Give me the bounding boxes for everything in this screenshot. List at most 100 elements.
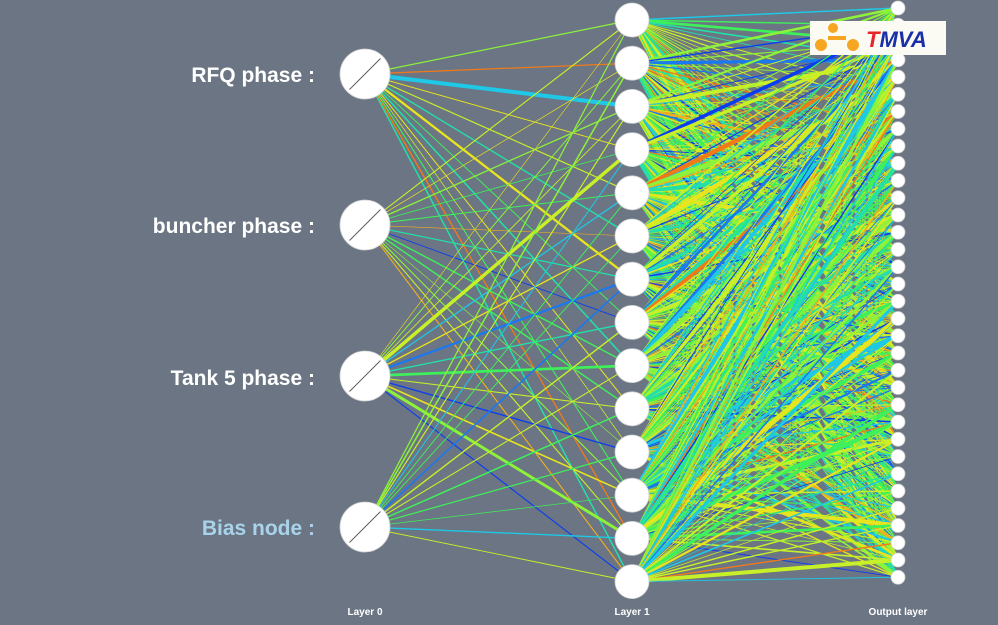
weight-edge-hidden-to-output xyxy=(631,283,899,583)
output-node xyxy=(890,535,906,551)
layer-label-output: Output layer xyxy=(869,607,928,618)
bias-node-label: Bias node : xyxy=(202,517,315,540)
weight-edge-hidden-to-output xyxy=(631,59,899,540)
output-node xyxy=(890,466,906,482)
weight-edge-hidden-to-output xyxy=(631,386,899,583)
output-node xyxy=(890,518,906,533)
weight-edge-input-to-hidden xyxy=(364,526,633,583)
weight-edge-hidden-to-output xyxy=(631,537,899,544)
input-label-buncher-phase: buncher phase : xyxy=(153,215,315,238)
weight-edge-input-to-hidden xyxy=(364,321,633,528)
weight-edge-hidden-to-output xyxy=(631,231,899,583)
svg-text:TMVA: TMVA xyxy=(866,27,927,52)
weight-edge-input-to-hidden xyxy=(364,408,633,528)
weight-edge-input-to-hidden xyxy=(364,278,633,528)
weight-edge-hidden-to-output xyxy=(629,419,901,541)
weight-edge-input-to-hidden xyxy=(364,365,633,528)
weight-edge-hidden-to-output xyxy=(631,249,899,583)
weight-edge-hidden-to-output xyxy=(631,7,899,410)
output-node xyxy=(890,311,906,326)
weight-edge-hidden-to-output xyxy=(631,111,899,582)
weight-edge-input-to-hidden xyxy=(364,73,633,237)
hidden-node xyxy=(614,521,650,556)
layer-label-input: Layer 0 xyxy=(347,607,382,618)
weight-edge-hidden-to-output xyxy=(631,24,899,540)
weight-edge-input-to-hidden xyxy=(364,192,633,226)
hidden-node xyxy=(614,89,650,124)
weight-edge-hidden-to-output xyxy=(631,7,899,583)
weight-edge-input-to-hidden xyxy=(364,105,633,377)
weight-edge-input-to-hidden xyxy=(364,494,633,528)
hidden-node xyxy=(614,175,650,211)
output-node xyxy=(890,362,906,378)
weight-edge-hidden-to-output xyxy=(631,7,899,21)
weight-edge-hidden-to-output xyxy=(631,352,899,582)
weight-edge-hidden-to-output xyxy=(631,524,899,583)
weight-edge-hidden-to-output xyxy=(631,542,899,583)
weight-edge-input-to-hidden xyxy=(364,235,633,377)
weight-edge-input-to-hidden xyxy=(364,19,633,226)
weight-edge-hidden-to-output xyxy=(631,179,899,539)
weight-edge-hidden-to-output xyxy=(630,403,900,584)
weight-edge-input-to-hidden xyxy=(364,526,633,540)
weight-edge-input-to-hidden xyxy=(364,105,633,528)
weight-edge-hidden-to-output xyxy=(631,7,899,323)
weight-edge-hidden-to-output xyxy=(631,537,899,578)
layer-label-hidden: Layer 1 xyxy=(614,607,649,618)
output-node xyxy=(890,328,906,344)
weight-edge-input-to-hidden xyxy=(364,451,633,528)
weight-edge-hidden-to-output xyxy=(631,145,899,583)
weight-edge-hidden-to-output xyxy=(631,335,899,540)
weight-edge-hidden-to-output xyxy=(631,110,899,540)
hidden-node xyxy=(614,564,650,599)
weight-edge-input-to-hidden xyxy=(364,192,633,528)
hidden-node xyxy=(614,45,650,81)
weight-connections xyxy=(362,6,901,584)
weight-edge-hidden-to-output xyxy=(631,7,899,539)
weight-edge-hidden-to-output xyxy=(631,41,899,540)
hidden-node xyxy=(614,348,650,384)
output-node xyxy=(890,104,906,119)
input-label-tank5-phase: Tank 5 phase : xyxy=(171,367,315,390)
output-node xyxy=(890,259,906,275)
weight-edge-hidden-to-output xyxy=(630,558,900,584)
weight-edge-hidden-to-output xyxy=(631,7,899,367)
tmva-logo-mva: MVA xyxy=(879,27,926,52)
output-node xyxy=(890,276,906,292)
weight-edge-input-to-hidden xyxy=(364,19,633,528)
weight-edge-hidden-to-output xyxy=(630,6,900,65)
weight-edge-input-to-hidden xyxy=(364,235,633,528)
weight-edge-input-to-hidden xyxy=(364,321,633,377)
hidden-node xyxy=(614,304,650,340)
output-node xyxy=(890,86,906,102)
weight-edge-hidden-to-output xyxy=(631,576,899,583)
output-node xyxy=(890,569,906,585)
input-node-buncher-phase xyxy=(339,199,391,251)
output-node xyxy=(890,207,906,223)
weight-edge-input-to-hidden xyxy=(364,224,633,280)
weight-edge-hidden-to-output xyxy=(631,421,899,583)
weight-edge-input-to-hidden xyxy=(364,224,633,237)
bias-node xyxy=(339,501,391,553)
output-node xyxy=(890,173,906,188)
weight-edge-input-to-hidden xyxy=(364,375,633,410)
weight-edge-input-to-hidden xyxy=(363,374,634,540)
output-node xyxy=(890,121,906,137)
input-node-tank5-phase xyxy=(339,350,391,402)
weight-edge-hidden-to-output xyxy=(631,335,899,583)
weight-edge-hidden-to-output xyxy=(631,456,899,539)
weight-edge-input-to-hidden xyxy=(364,19,633,377)
output-node xyxy=(890,414,906,430)
hidden-node xyxy=(614,434,650,470)
weight-edge-hidden-to-output xyxy=(631,507,899,583)
hidden-node xyxy=(614,477,650,513)
weight-edge-hidden-to-output xyxy=(631,24,899,583)
hidden-node xyxy=(614,218,650,254)
weight-edge-hidden-to-output xyxy=(631,537,899,561)
weight-edge-input-to-hidden xyxy=(364,73,633,151)
weight-edge-hidden-to-output xyxy=(630,299,900,584)
output-node xyxy=(890,138,906,154)
weight-edge-input-to-hidden xyxy=(364,19,633,75)
output-node xyxy=(890,483,906,499)
weight-edge-hidden-to-output xyxy=(631,128,899,583)
